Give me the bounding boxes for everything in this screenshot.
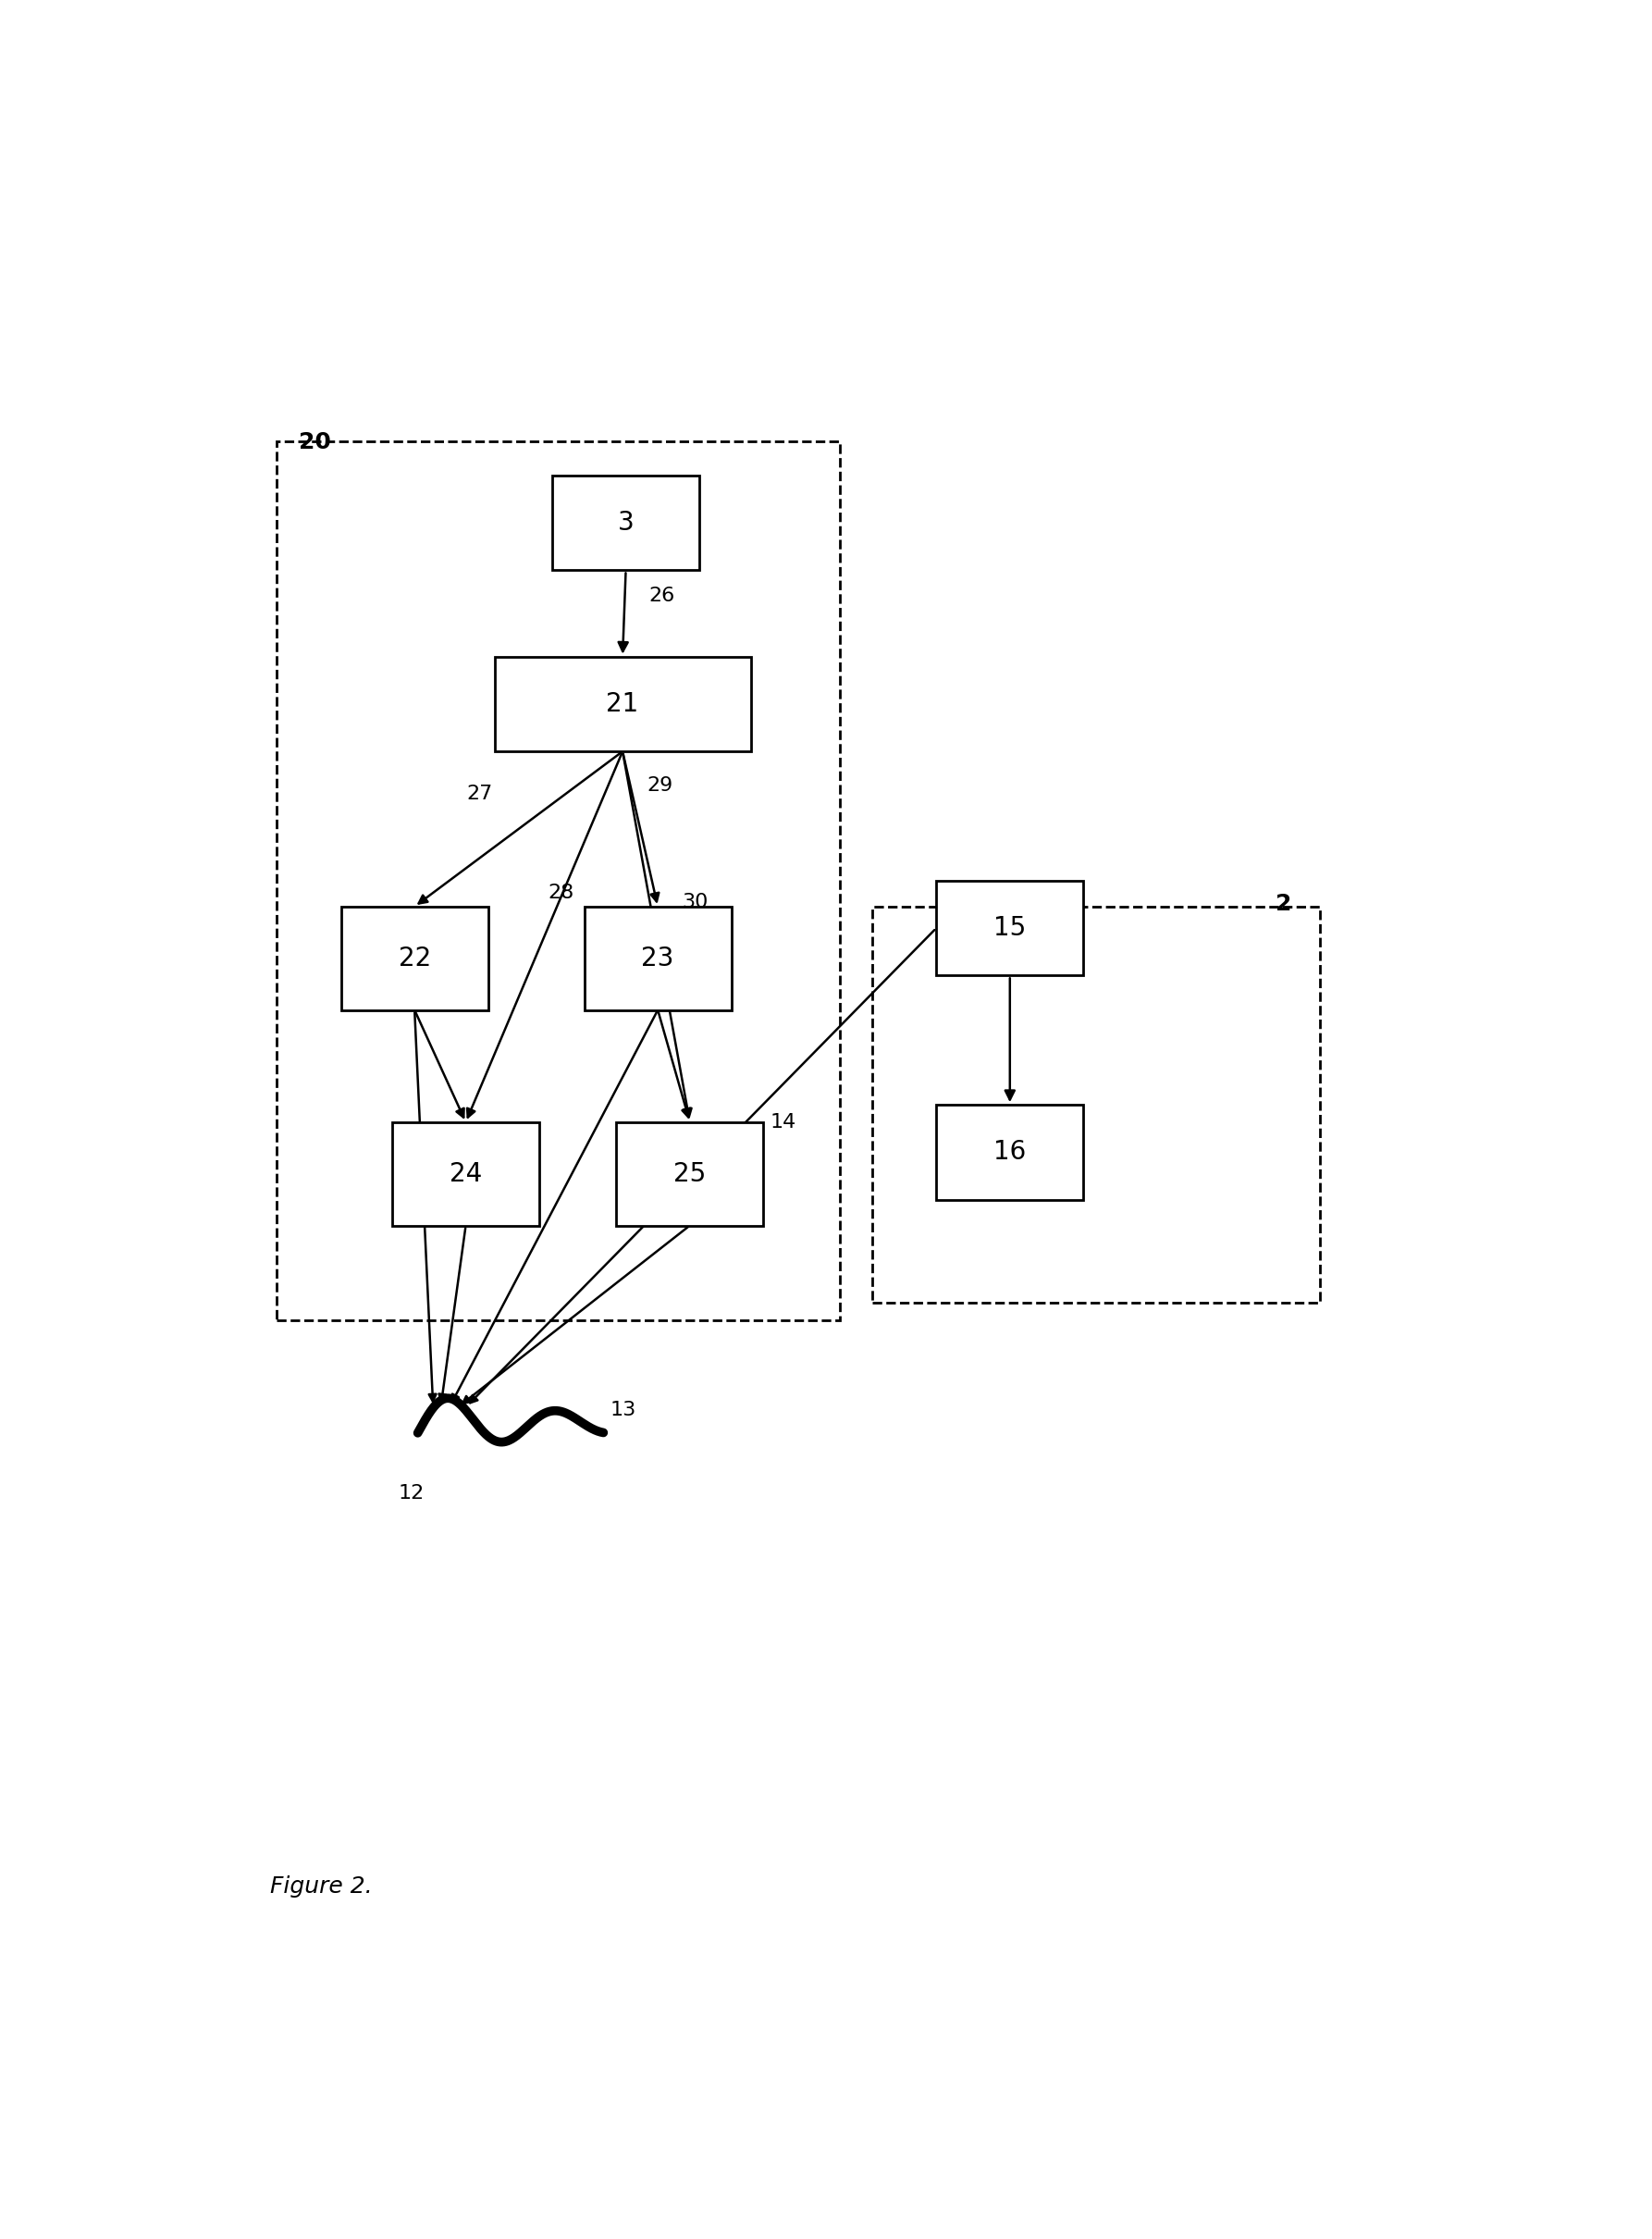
FancyBboxPatch shape bbox=[494, 656, 750, 752]
Text: Figure 2.: Figure 2. bbox=[271, 1876, 373, 1899]
Text: 26: 26 bbox=[649, 587, 676, 605]
Text: 30: 30 bbox=[682, 893, 709, 911]
Text: 21: 21 bbox=[606, 692, 639, 716]
FancyBboxPatch shape bbox=[937, 880, 1084, 976]
Text: 12: 12 bbox=[398, 1484, 425, 1502]
Text: 14: 14 bbox=[770, 1113, 796, 1131]
Text: 24: 24 bbox=[449, 1160, 482, 1187]
FancyBboxPatch shape bbox=[340, 907, 489, 1010]
Text: 29: 29 bbox=[646, 777, 672, 795]
Text: 27: 27 bbox=[468, 784, 492, 804]
Text: 3: 3 bbox=[618, 510, 634, 535]
Text: 2: 2 bbox=[1275, 893, 1292, 916]
FancyBboxPatch shape bbox=[392, 1122, 539, 1225]
Text: 28: 28 bbox=[548, 884, 575, 902]
Text: 20: 20 bbox=[299, 430, 330, 452]
FancyBboxPatch shape bbox=[552, 475, 699, 571]
FancyBboxPatch shape bbox=[585, 907, 732, 1010]
Text: 15: 15 bbox=[993, 916, 1026, 940]
Text: 23: 23 bbox=[641, 945, 674, 972]
Text: 16: 16 bbox=[993, 1140, 1026, 1164]
Text: 13: 13 bbox=[610, 1402, 636, 1420]
FancyBboxPatch shape bbox=[616, 1122, 763, 1225]
Text: 22: 22 bbox=[398, 945, 431, 972]
FancyBboxPatch shape bbox=[937, 1104, 1084, 1200]
Text: 25: 25 bbox=[674, 1160, 705, 1187]
